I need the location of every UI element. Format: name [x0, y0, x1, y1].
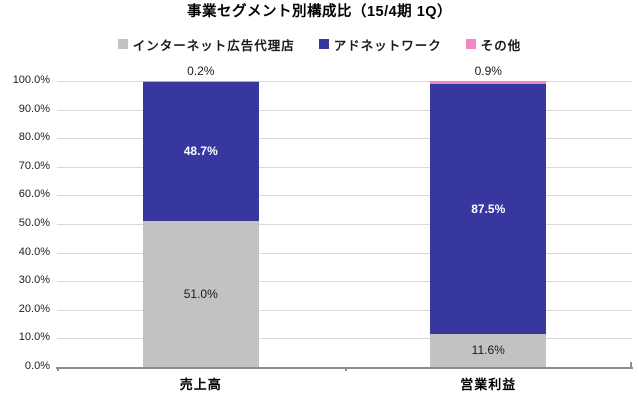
- legend-label: インターネット広告代理店: [132, 38, 295, 53]
- gridline: [57, 195, 632, 197]
- y-tick-label: 90.0%: [18, 102, 50, 115]
- bar-segment-series1: [430, 333, 547, 367]
- legend-item-2: アドネットワーク: [318, 35, 442, 54]
- y-tick-label: 0.0%: [24, 360, 50, 372]
- legend-swatch-icon: [117, 39, 128, 49]
- x-axis-labels: 売上高 営業利益: [57, 374, 632, 394]
- gridline: [57, 166, 632, 168]
- bar-outside-label: 0.2%: [187, 64, 215, 79]
- bar-outside-label: 0.9%: [474, 64, 502, 78]
- y-tick-label: 20.0%: [18, 302, 50, 315]
- bar-value-label: 48.7%: [183, 144, 218, 159]
- chart-title: 事業セグメント別構成比（15/4期 1Q）: [186, 4, 453, 20]
- gridline: [57, 224, 632, 225]
- gridline: [57, 281, 632, 283]
- legend-label: その他: [480, 38, 522, 53]
- gridline: [57, 138, 632, 140]
- bar-value-label: 11.6%: [471, 343, 505, 358]
- legend-item-3: その他: [465, 35, 522, 54]
- gridline: [57, 252, 632, 254]
- y-tick-label: 40.0%: [18, 245, 50, 258]
- bar-segment-series2: [142, 81, 259, 222]
- y-tick-label: 60.0%: [18, 188, 50, 201]
- y-tick-label: 50.0%: [18, 217, 50, 229]
- y-tick-label: 100.0%: [12, 74, 50, 86]
- bar-segment-series1: [142, 221, 259, 367]
- bar-value-label: 87.5%: [471, 201, 506, 216]
- y-tick-label: 70.0%: [18, 159, 50, 172]
- legend: インターネット広告代理店 アドネットワーク その他: [0, 34, 639, 54]
- gridline: [57, 109, 632, 111]
- legend-label: アドネットワーク: [333, 38, 442, 53]
- y-tick-label: 80.0%: [18, 131, 50, 144]
- axis-tick: [57, 367, 59, 371]
- bar-value-label: 51.0%: [183, 287, 218, 302]
- axis-tick: [630, 362, 632, 367]
- y-axis-labels: 0.0% 10.0% 20.0% 30.0% 40.0% 50.0% 60.0% 70.0% 8…: [0, 74, 50, 372]
- gridline: [57, 81, 632, 82]
- axis-tick: [344, 367, 347, 371]
- x-category-label: 売上高: [179, 377, 222, 392]
- legend-item-1: インターネット広告代理店: [117, 35, 295, 54]
- y-tick-label: 10.0%: [18, 331, 50, 344]
- bar-segment-series3: [142, 81, 259, 82]
- legend-swatch-icon: [318, 39, 329, 49]
- bar-segment-series2: [430, 83, 547, 334]
- legend-swatch-icon: [465, 39, 476, 49]
- x-category-label: 営業利益: [460, 377, 517, 392]
- gridline: [57, 338, 632, 340]
- bar-segment-series3: [430, 81, 547, 84]
- gridline: [57, 309, 632, 311]
- plot-area: 51.0% 48.7% 0.2% 11.6% 87.5% 0.9%: [56, 64, 633, 371]
- y-tick-label: 30.0%: [18, 274, 50, 287]
